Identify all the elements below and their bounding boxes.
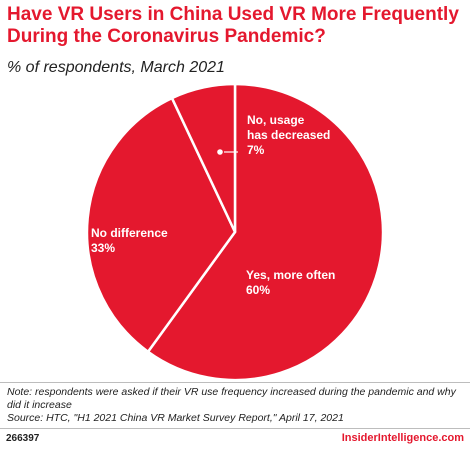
pie-slice-yes-more-often [146,82,385,380]
leader-dot [217,149,223,155]
divider [0,382,470,383]
pie-slice-usage-decreased [170,82,237,234]
chart-id: 266397 [6,433,40,444]
pie-label-usage-decreased: No, usage has decreased 7% [247,113,330,157]
pie-chart: Yes, more often 60% No difference 33% No, us… [85,82,385,380]
source-text: Source: HTC, "H1 2021 China VR Market Su… [7,412,344,424]
chart-subtitle: % of respondents, March 2021 [7,59,225,76]
pie-label-yes-more-often: Yes, more often 60% [246,268,335,297]
note-text: Note: respondents were asked if their VR… [7,386,456,411]
pie-slice-no-difference [85,96,237,353]
chart-title: Have VR Users in China Used VR More Freq… [7,4,459,47]
brand-logo: InsiderIntelligence.com [341,432,464,444]
chart-notes: Note: respondents were asked if their VR… [7,386,465,425]
footer: 266397 InsiderIntelligence.com [0,428,470,450]
pie-label-no-difference: No difference 33% [91,226,168,255]
